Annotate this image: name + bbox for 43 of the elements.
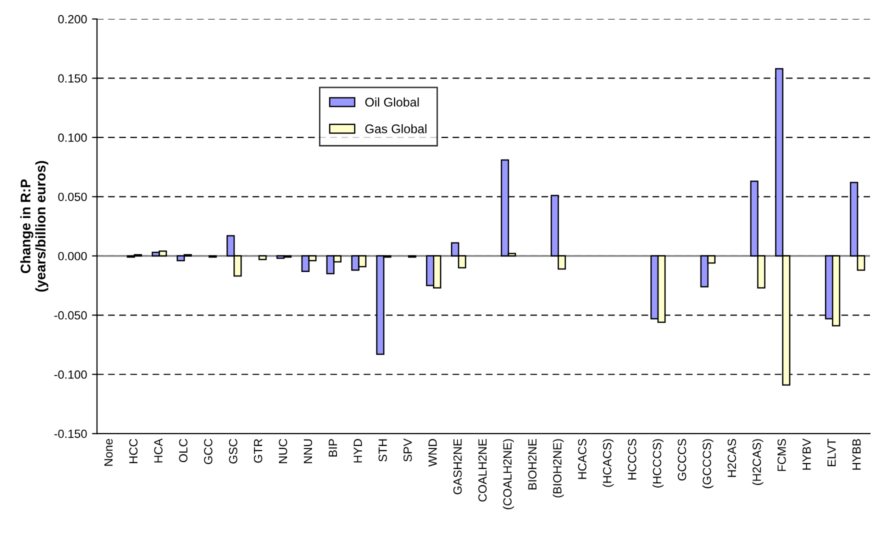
y-tick-label: 0.150 bbox=[58, 74, 87, 83]
x-tick-label: (HCCCS) bbox=[652, 439, 664, 488]
x-tick-label: GSC bbox=[228, 438, 238, 464]
x-tick-label: HCACS bbox=[578, 439, 586, 479]
x-tick-label: ELVT bbox=[828, 438, 836, 466]
x-tick-label: WND bbox=[428, 439, 437, 467]
x-tick-label: NNU bbox=[304, 439, 312, 464]
x-tick-label: GASH2NE bbox=[453, 438, 462, 494]
x-tick-label: OLC bbox=[179, 438, 188, 462]
x-tick-label: GCC bbox=[204, 438, 212, 464]
x-tick-label: SPV bbox=[404, 438, 412, 462]
x-tick-label: BIOH2NE bbox=[528, 438, 537, 490]
x-tick-label: NUC bbox=[278, 438, 288, 464]
y-tick-label: -0.100 bbox=[54, 370, 87, 379]
x-tick-label: COALH2NE bbox=[478, 438, 487, 502]
x-tick-label: (BIOH2NE) bbox=[552, 439, 564, 498]
x-tick-label: HCCCS bbox=[628, 439, 636, 480]
x-tick-label: BIP bbox=[328, 439, 337, 457]
x-tick-label: H2CAS bbox=[728, 439, 736, 477]
legend-label: Oil Global bbox=[365, 97, 419, 107]
y-tick-label: -0.150 bbox=[54, 430, 87, 438]
x-tick-label: (HCACS) bbox=[602, 439, 614, 487]
y-tick-label: 0.050 bbox=[58, 192, 87, 202]
x-tick-label: HCA bbox=[154, 438, 163, 462]
x-tick-label: HYBB bbox=[852, 439, 861, 470]
x-tick-label: GCCCS bbox=[678, 439, 686, 480]
y-tick-label: 0.000 bbox=[58, 252, 87, 260]
bar bbox=[258, 255, 267, 260]
legend-label: Gas Global bbox=[365, 124, 426, 134]
x-tick-label: HYD bbox=[354, 439, 362, 462]
y-tick-label: -0.050 bbox=[54, 311, 87, 320]
x-tick-label: HYBV bbox=[802, 438, 811, 470]
x-tick-label: FCMS bbox=[778, 439, 786, 471]
x-tick-label: (H2CAS) bbox=[752, 439, 764, 485]
x-tick-label: (GCCCS) bbox=[702, 439, 714, 488]
x-tick-label: (COALH2NE) bbox=[502, 439, 514, 510]
x-tick-label: STH bbox=[378, 439, 387, 462]
y-tick-label: 0.200 bbox=[58, 15, 87, 24]
y-tick-label: 0.100 bbox=[58, 133, 87, 142]
x-tick-label: GTR bbox=[254, 439, 262, 463]
x-tick-label: HCC bbox=[129, 438, 138, 464]
x-tick-label: None bbox=[104, 438, 113, 466]
y-axis-title: Change in R:P (years/billion euros) bbox=[20, 160, 48, 292]
